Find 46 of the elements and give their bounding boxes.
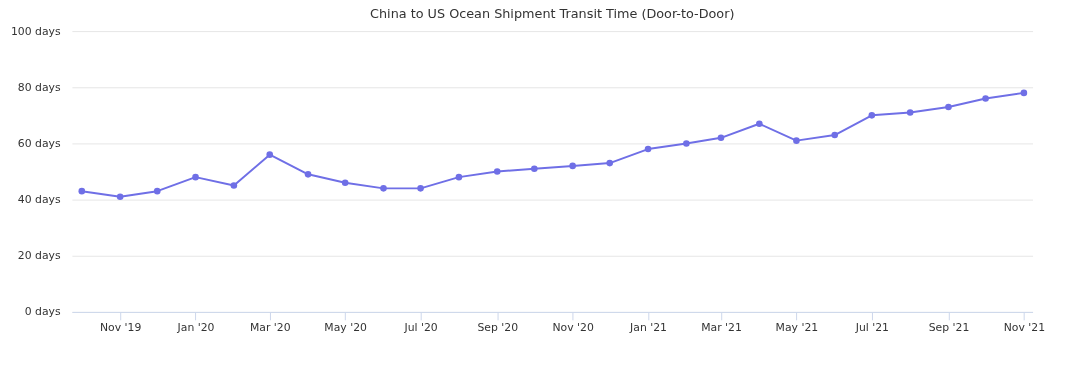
point (417, 185, 424, 192)
point (116, 193, 124, 201)
x-tick-label: Nov '20 (552, 321, 594, 335)
point (78, 187, 86, 195)
point (945, 103, 952, 111)
x-tick-label: Jan '21 (629, 321, 667, 335)
point (868, 112, 876, 119)
x-tick-label: May '21 (775, 321, 819, 335)
chart-title: China to US Ocean Shipment Transit Time (Door-to-Door) (370, 6, 735, 22)
point (531, 165, 538, 172)
point (906, 109, 914, 116)
x-tick-label: Sep '20 (477, 321, 519, 335)
y-tick-label: 40 days (17, 193, 61, 207)
point (831, 131, 839, 139)
x-tick-label: Jan '20 (176, 321, 215, 335)
point (230, 182, 238, 189)
point (192, 173, 199, 181)
point (606, 159, 614, 167)
y-tick-label: 60 days (17, 136, 61, 150)
point (153, 187, 161, 195)
point (266, 151, 274, 158)
point (644, 145, 652, 153)
point (717, 134, 725, 142)
point (683, 140, 690, 147)
y-tick-label: 80 days (17, 80, 61, 94)
x-tick-label: Mar '20 (249, 321, 291, 335)
point (982, 95, 989, 102)
y-tick-label: 100 days (10, 24, 61, 38)
x-tick-label: May '20 (324, 321, 368, 335)
point (756, 120, 763, 128)
x-tick-label: Sep '21 (928, 321, 970, 335)
x-tick-label: Jul '21 (854, 321, 889, 335)
point (569, 162, 576, 170)
x-tick-label: Nov '19 (99, 321, 142, 335)
y-tick-label: 20 days (17, 249, 61, 263)
x-tick-label: Jul '20 (403, 321, 438, 335)
point (1020, 89, 1028, 97)
point (793, 137, 800, 144)
x-tick-label: Nov '21 (1003, 321, 1046, 335)
point (493, 168, 501, 175)
point (341, 179, 349, 187)
point (380, 185, 387, 192)
point (455, 173, 463, 181)
point (304, 171, 312, 178)
x-tick-label: Mar '21 (701, 321, 742, 335)
y-tick-label: 0 days (24, 305, 61, 319)
